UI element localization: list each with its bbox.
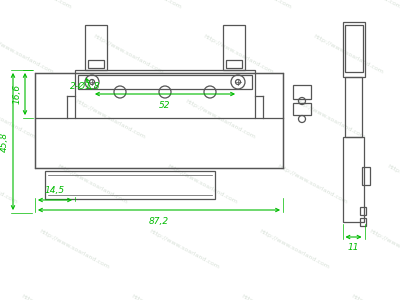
Text: http://www.soarland.com: http://www.soarland.com: [110, 0, 182, 10]
Text: http://www.soarland.com: http://www.soarland.com: [92, 34, 164, 75]
Text: http://www.soarland.com: http://www.soarland.com: [56, 164, 128, 205]
Text: http://www.soarland.com: http://www.soarland.com: [0, 34, 54, 75]
Bar: [360, 218, 366, 226]
Text: http://www.soarland.com: http://www.soarland.com: [0, 164, 18, 205]
Text: 14,5: 14,5: [45, 186, 65, 195]
Text: http://www.soarland.com: http://www.soarland.com: [368, 229, 400, 270]
Bar: [223, 25, 245, 70]
Text: 11: 11: [348, 243, 359, 252]
Text: http://www.soarland.com: http://www.soarland.com: [240, 294, 312, 300]
Text: 52: 52: [159, 101, 171, 110]
Text: http://www.soarland.com: http://www.soarland.com: [276, 164, 348, 205]
Text: http://www.soarland.com: http://www.soarland.com: [20, 294, 92, 300]
Text: http://www.soarland.com: http://www.soarland.com: [0, 99, 36, 140]
Bar: [293, 85, 311, 99]
Text: http://www.soarland.com: http://www.soarland.com: [350, 294, 400, 300]
Bar: [88, 60, 104, 68]
Bar: [78, 75, 252, 89]
Text: http://www.soarland.com: http://www.soarland.com: [166, 164, 238, 205]
Text: 45,8: 45,8: [0, 131, 9, 152]
Bar: [226, 60, 242, 68]
Bar: [360, 207, 366, 215]
Text: http://www.soarland.com: http://www.soarland.com: [0, 0, 72, 10]
Text: http://www.soarland.com: http://www.soarland.com: [220, 0, 292, 10]
Text: http://www.soarland.com: http://www.soarland.com: [386, 164, 400, 205]
Text: 87,2: 87,2: [149, 217, 169, 226]
Bar: [342, 22, 364, 77]
Bar: [45, 171, 215, 199]
Text: http://www.soarland.com: http://www.soarland.com: [294, 99, 366, 140]
Bar: [362, 167, 370, 185]
Text: http://www.soarland.com: http://www.soarland.com: [330, 0, 400, 10]
Bar: [35, 73, 283, 168]
Text: http://www.soarland.com: http://www.soarland.com: [184, 99, 256, 140]
Text: http://www.soarland.com: http://www.soarland.com: [202, 34, 274, 75]
Text: http://www.soarland.com: http://www.soarland.com: [74, 99, 146, 140]
Text: 2-Ø1,8: 2-Ø1,8: [70, 82, 100, 91]
Text: 16,6: 16,6: [13, 84, 22, 104]
Bar: [343, 137, 364, 222]
Bar: [344, 25, 362, 72]
Text: http://www.soarland.com: http://www.soarland.com: [258, 229, 330, 270]
Text: http://www.soarland.com: http://www.soarland.com: [312, 34, 384, 75]
Bar: [345, 77, 362, 137]
Bar: [75, 70, 255, 118]
Text: http://www.soarland.com: http://www.soarland.com: [130, 294, 202, 300]
Text: http://www.soarland.com: http://www.soarland.com: [148, 229, 220, 270]
Bar: [293, 103, 311, 115]
Text: http://www.soarland.com: http://www.soarland.com: [38, 229, 110, 270]
Bar: [85, 25, 107, 70]
